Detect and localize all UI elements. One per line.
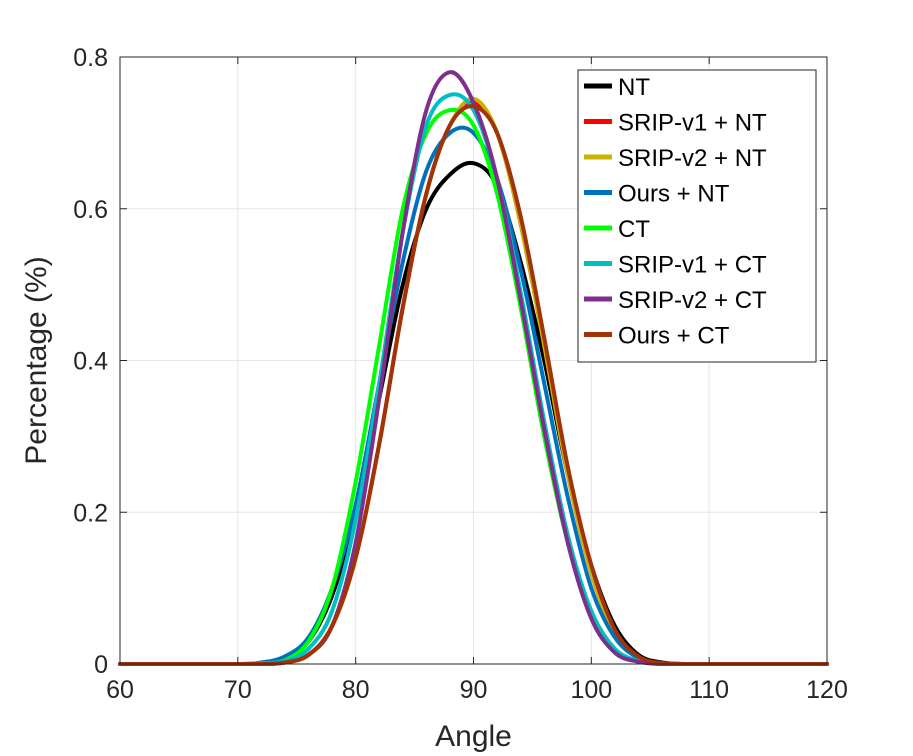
legend-label-ct: CT	[618, 216, 650, 243]
y-tick-label: 0.8	[73, 44, 108, 72]
legend-label-srip-v2-nt: SRIP-v2 + NT	[618, 145, 767, 172]
legend-label-srip-v1-ct: SRIP-v1 + CT	[618, 252, 767, 279]
x-tick-label: 90	[460, 676, 488, 704]
x-tick-label: 120	[806, 676, 848, 704]
y-tick-label: 0.4	[73, 348, 108, 376]
x-tick-label: 80	[342, 676, 370, 704]
legend-label-nt: NT	[618, 74, 650, 101]
y-tick-label: 0.2	[73, 499, 108, 527]
x-tick-label: 70	[224, 676, 252, 704]
legend-label-srip-v2-ct: SRIP-v2 + CT	[618, 287, 767, 314]
tick-labels: 60 70 80 90 100 110 120 0 0.2 0.4 0.6 0.8	[73, 44, 848, 704]
series-line-ours-ct	[118, 104, 829, 666]
x-tick-label: 100	[570, 676, 612, 704]
legend-label-ours-ct: Ours + CT	[618, 323, 730, 350]
x-tick-label: 110	[689, 676, 729, 704]
x-tick-label: 60	[106, 676, 134, 704]
legend: NT SRIP-v1 + NT SRIP-v2 + NT Ours + NT CT SRI…	[577, 69, 817, 363]
y-tick-label: 0	[94, 651, 108, 679]
y-tick-label: 0.6	[73, 196, 108, 224]
axis-ticks	[119, 56, 828, 665]
legend-label-srip-v1-nt: SRIP-v1 + NT	[618, 110, 767, 137]
x-axis-label: Angle	[435, 720, 512, 753]
legend-box	[577, 69, 817, 363]
series-lines	[118, 70, 829, 666]
y-axis-label: Percentage (%)	[20, 256, 53, 464]
legend-label-ours-nt: Ours + NT	[618, 181, 730, 208]
